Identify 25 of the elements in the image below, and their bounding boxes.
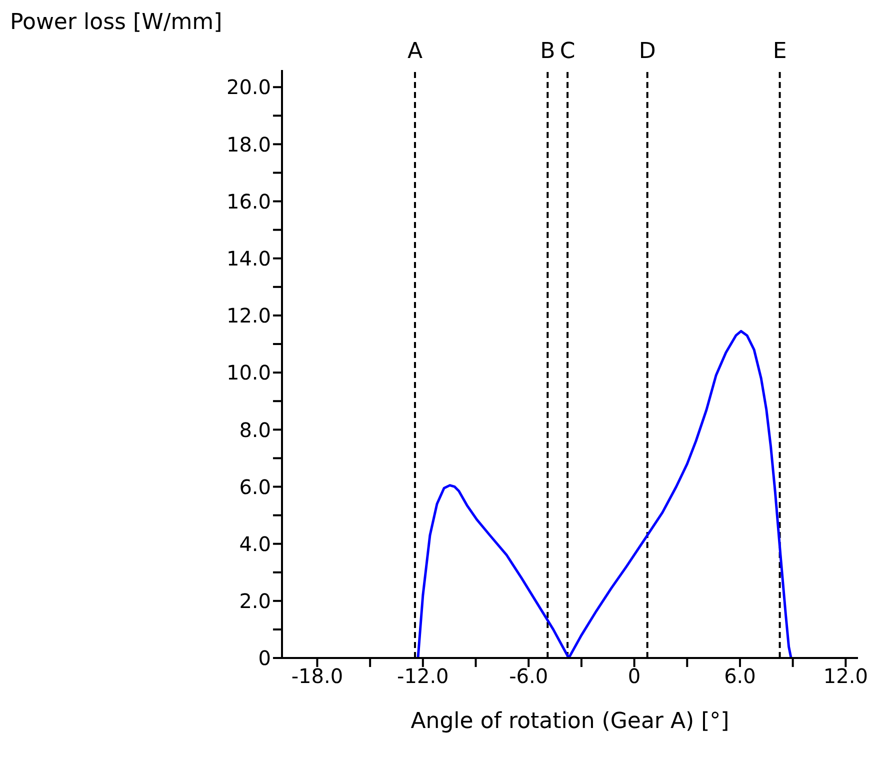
y-tick-label: 4.0 xyxy=(239,532,271,556)
x-tick-label: -18.0 xyxy=(291,664,344,688)
y-axis-title: Power loss [W/mm] xyxy=(10,10,222,35)
x-tick-label: 12.0 xyxy=(823,664,868,688)
y-tick-label: 18.0 xyxy=(226,132,271,156)
ref-line-label: C xyxy=(560,39,576,64)
ref-line-label: A xyxy=(407,39,423,64)
y-tick-label: 2.0 xyxy=(239,589,271,614)
x-axis-title: Angle of rotation (Gear A) [°] xyxy=(410,709,730,734)
y-tick-label: 12.0 xyxy=(226,304,271,328)
ref-line-label: E xyxy=(772,39,787,64)
x-tick-label: -12.0 xyxy=(397,664,449,688)
ref-line-label: D xyxy=(638,39,656,64)
y-tick-label: 16.0 xyxy=(226,189,271,214)
x-tick-label: 6.0 xyxy=(724,664,756,688)
x-tick-label: 0 xyxy=(628,664,641,688)
y-tick-label: 0 xyxy=(258,646,271,670)
ref-line-label: B xyxy=(540,39,556,64)
y-tick-label: 8.0 xyxy=(239,418,271,442)
line-series xyxy=(416,330,792,658)
y-tick-label: 6.0 xyxy=(239,474,271,499)
x-tick-label: -6.0 xyxy=(509,664,548,688)
y-tick-label: 14.0 xyxy=(226,246,271,270)
y-tick-label: 10.0 xyxy=(226,360,271,385)
y-tick-label: 20.0 xyxy=(226,75,271,100)
